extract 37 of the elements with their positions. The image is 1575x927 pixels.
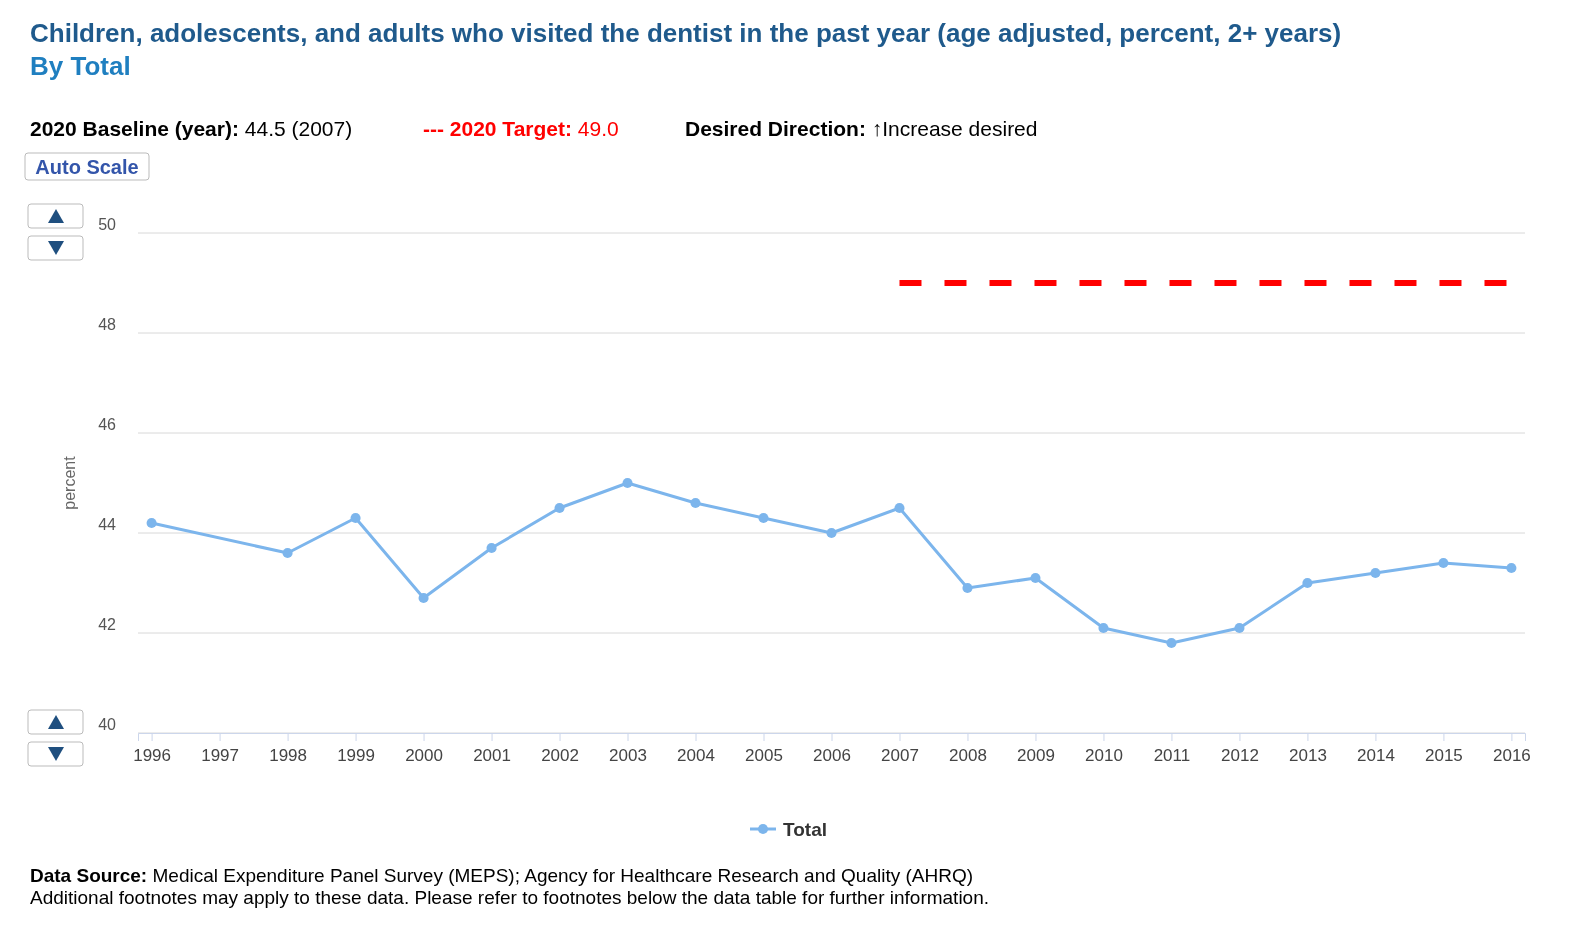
y-tick-label: 50 bbox=[98, 216, 117, 234]
text: --- 2020 Target: 49.0 bbox=[423, 117, 619, 140]
x-tick-label: 2004 bbox=[677, 746, 715, 766]
x-tick-label: 1996 bbox=[133, 746, 172, 766]
x-tick-label: 2009 bbox=[1017, 746, 1055, 766]
x-tick-label: 2003 bbox=[609, 746, 647, 766]
chart-subtitle: By Total bbox=[30, 51, 131, 81]
x-tick-label: 1997 bbox=[201, 746, 239, 766]
chart-title: Children, adolescents, and adults who visited the dentist in the past year (age adjusted, percent, 2+ years) bbox=[30, 18, 1342, 48]
y-axis-title: percent bbox=[61, 455, 78, 510]
x-tick-label: 2013 bbox=[1289, 746, 1327, 766]
text: Desired Direction: ↑Increase desired bbox=[685, 117, 1038, 140]
x-tick-label: 2000 bbox=[405, 746, 443, 766]
y-tick-label: 42 bbox=[98, 616, 117, 634]
y-tick-label: 40 bbox=[98, 716, 117, 734]
text: 2020 Baseline (year): 44.5 (2007) bbox=[30, 117, 353, 140]
auto-scale-button: Auto Scale bbox=[24, 152, 150, 181]
x-tick-label: 2008 bbox=[949, 746, 987, 766]
x-tick-label: 2006 bbox=[813, 746, 851, 766]
x-tick-label: 2005 bbox=[745, 746, 783, 766]
y-tick-label: 48 bbox=[98, 316, 117, 334]
x-tick-label: 2010 bbox=[1085, 746, 1123, 766]
x-tick-label: 2012 bbox=[1221, 746, 1259, 766]
source-note: Data Source: Medical Expenditure Panel Survey (MEPS); Agency for Healthcare Research and Quality (AHRQ) bbox=[30, 865, 974, 886]
x-tick-label: 2011 bbox=[1153, 746, 1191, 766]
x-tick-label: 2014 bbox=[1357, 746, 1395, 766]
x-tick-label: 2016 bbox=[1492, 746, 1531, 766]
x-tick-label: 2007 bbox=[881, 746, 919, 766]
x-tick-label: 2002 bbox=[541, 746, 579, 766]
x-tick-label: 2015 bbox=[1425, 746, 1463, 766]
legend-label: Total bbox=[783, 819, 827, 840]
y-tick-label: 46 bbox=[98, 416, 117, 434]
x-tick-label: 2001 bbox=[473, 746, 511, 766]
text: Additional footnotes may apply to these data. Please refer to footnotes below the data table for further information. bbox=[30, 887, 990, 908]
x-tick-label: 1999 bbox=[337, 746, 375, 766]
x-tick-label: 1998 bbox=[269, 746, 307, 766]
y-tick-label: 44 bbox=[98, 516, 117, 534]
